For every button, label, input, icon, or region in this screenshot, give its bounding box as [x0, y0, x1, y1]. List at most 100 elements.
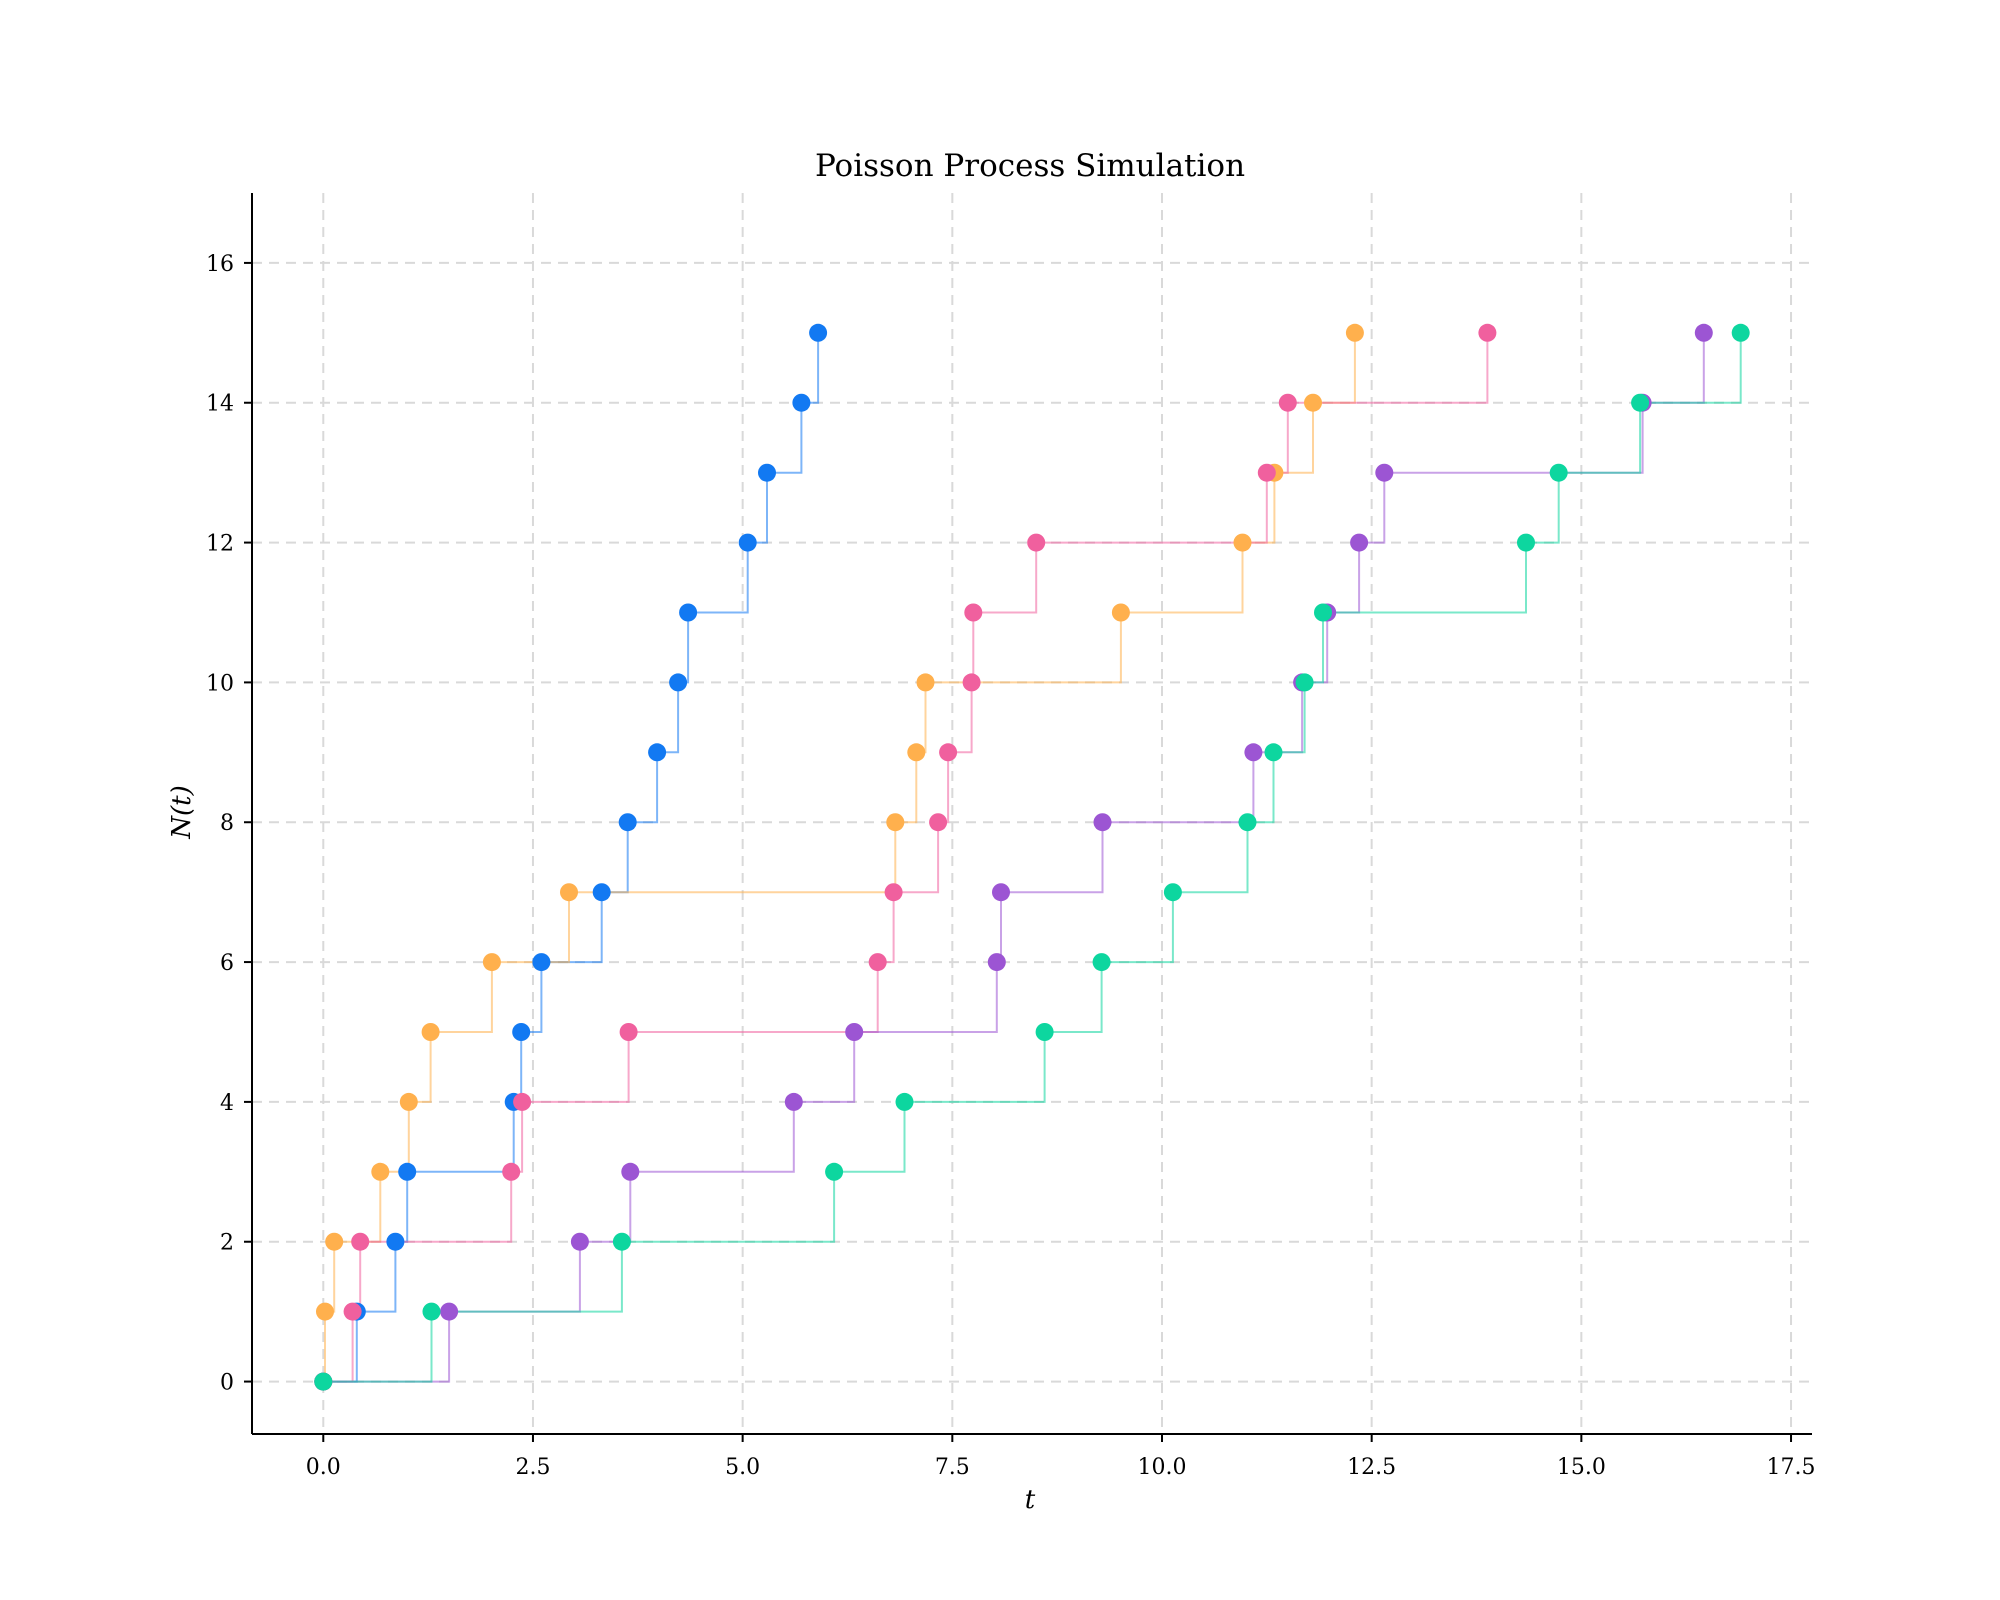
x-tick-label: 15.0 [1557, 1455, 1606, 1480]
arrival-point [929, 813, 948, 832]
arrival-point [421, 1023, 440, 1041]
arrival-point [825, 1162, 844, 1181]
arrival-point [560, 883, 578, 902]
arrival-point [1549, 463, 1568, 482]
y-tick-label: 10 [206, 671, 234, 696]
arrival-point [792, 393, 811, 412]
arrival-point [962, 673, 981, 692]
arrival-point [1694, 323, 1713, 342]
arrival-point [1304, 393, 1322, 412]
arrival-point [1111, 603, 1130, 622]
series-step-line [323, 332, 1489, 1383]
arrival-point [907, 743, 926, 762]
series-5 [323, 332, 1742, 1383]
series-4-points [314, 323, 1713, 1391]
arrival-point [314, 1372, 333, 1391]
arrival-point [784, 1092, 803, 1111]
arrival-point [845, 1023, 864, 1041]
x-tick-label: 17.5 [1767, 1455, 1816, 1480]
x-axis-label: t [1025, 1485, 1036, 1515]
x-tick-label: 0.0 [306, 1455, 341, 1480]
arrival-point [316, 1302, 334, 1321]
arrival-point [398, 1162, 417, 1181]
y-tick-label: 12 [206, 532, 234, 557]
arrival-point [612, 1232, 631, 1251]
y-tick-label: 16 [206, 252, 234, 277]
y-tick-label: 6 [220, 951, 234, 976]
arrival-point [621, 1162, 640, 1181]
arrival-point [1093, 813, 1112, 832]
arrival-point [343, 1302, 362, 1321]
chart-title: Poisson Process Simulation [815, 148, 1245, 184]
y-tick-label: 8 [220, 811, 234, 836]
arrival-point [512, 1023, 531, 1041]
arrival-point [1478, 323, 1497, 342]
x-tick-label: 2.5 [515, 1455, 550, 1480]
arrival-point [532, 953, 551, 972]
arrival-point [809, 323, 828, 342]
y-tick-label: 14 [206, 392, 234, 417]
arrival-point [399, 1092, 418, 1111]
arrival-point [1375, 463, 1394, 482]
series-step-line [323, 332, 1742, 1383]
arrival-point [386, 1232, 405, 1251]
arrival-point [648, 743, 667, 762]
arrival-point [570, 1232, 589, 1251]
arrival-point [619, 1023, 638, 1041]
series-3 [323, 332, 1489, 1383]
arrival-point [502, 1162, 521, 1181]
arrival-point [371, 1162, 390, 1181]
arrival-point [1257, 463, 1276, 482]
arrival-point [1278, 393, 1297, 412]
arrival-point [513, 1092, 532, 1111]
arrival-point [1238, 813, 1257, 832]
x-tick-label: 5.0 [725, 1455, 760, 1480]
arrival-point [987, 953, 1006, 972]
arrival-point [1035, 1023, 1054, 1041]
x-tick-label: 10.0 [1138, 1455, 1187, 1480]
arrival-point [1631, 393, 1650, 412]
arrival-point [916, 673, 935, 692]
arrival-point [1295, 673, 1314, 692]
y-tick-label: 2 [220, 1231, 234, 1256]
arrival-point [592, 883, 611, 902]
arrival-point [1345, 323, 1364, 342]
arrival-point [669, 673, 688, 692]
y-tick-label: 4 [220, 1091, 234, 1116]
arrival-point [440, 1302, 459, 1321]
series-5-points [314, 323, 1750, 1391]
arrival-point [325, 1232, 344, 1251]
arrival-point [351, 1232, 370, 1251]
arrival-point [738, 533, 757, 552]
arrival-point [1264, 743, 1283, 762]
arrival-point [1350, 533, 1369, 552]
arrival-point [1233, 533, 1252, 552]
arrival-point [1092, 953, 1111, 972]
series-2-points [314, 323, 1364, 1391]
arrival-point [992, 883, 1010, 902]
arrival-point [1163, 883, 1182, 902]
arrival-point [482, 953, 501, 972]
arrival-point [884, 883, 903, 902]
series-layer [314, 323, 1750, 1391]
arrival-point [618, 813, 637, 832]
arrival-point [1731, 323, 1750, 342]
arrival-point [758, 463, 776, 482]
arrival-point [1314, 603, 1332, 622]
arrival-point [939, 743, 958, 762]
x-tick-label: 12.5 [1347, 1455, 1396, 1480]
arrival-point [1244, 743, 1263, 762]
arrival-point [1517, 533, 1535, 552]
y-axis-label: N(t) [167, 785, 197, 840]
arrival-point [1027, 533, 1046, 552]
x-tick-label: 7.5 [935, 1455, 970, 1480]
arrival-point [679, 603, 698, 622]
arrival-point [422, 1302, 441, 1321]
arrival-point [964, 603, 983, 622]
axes-layer: 0.0 2.5 5.0 7.5 10.0 12.5 15.0 17.5 0 2 4 6 8 10 12 14 1… [206, 193, 1816, 1480]
arrival-point [886, 813, 905, 832]
arrival-point [868, 953, 887, 972]
